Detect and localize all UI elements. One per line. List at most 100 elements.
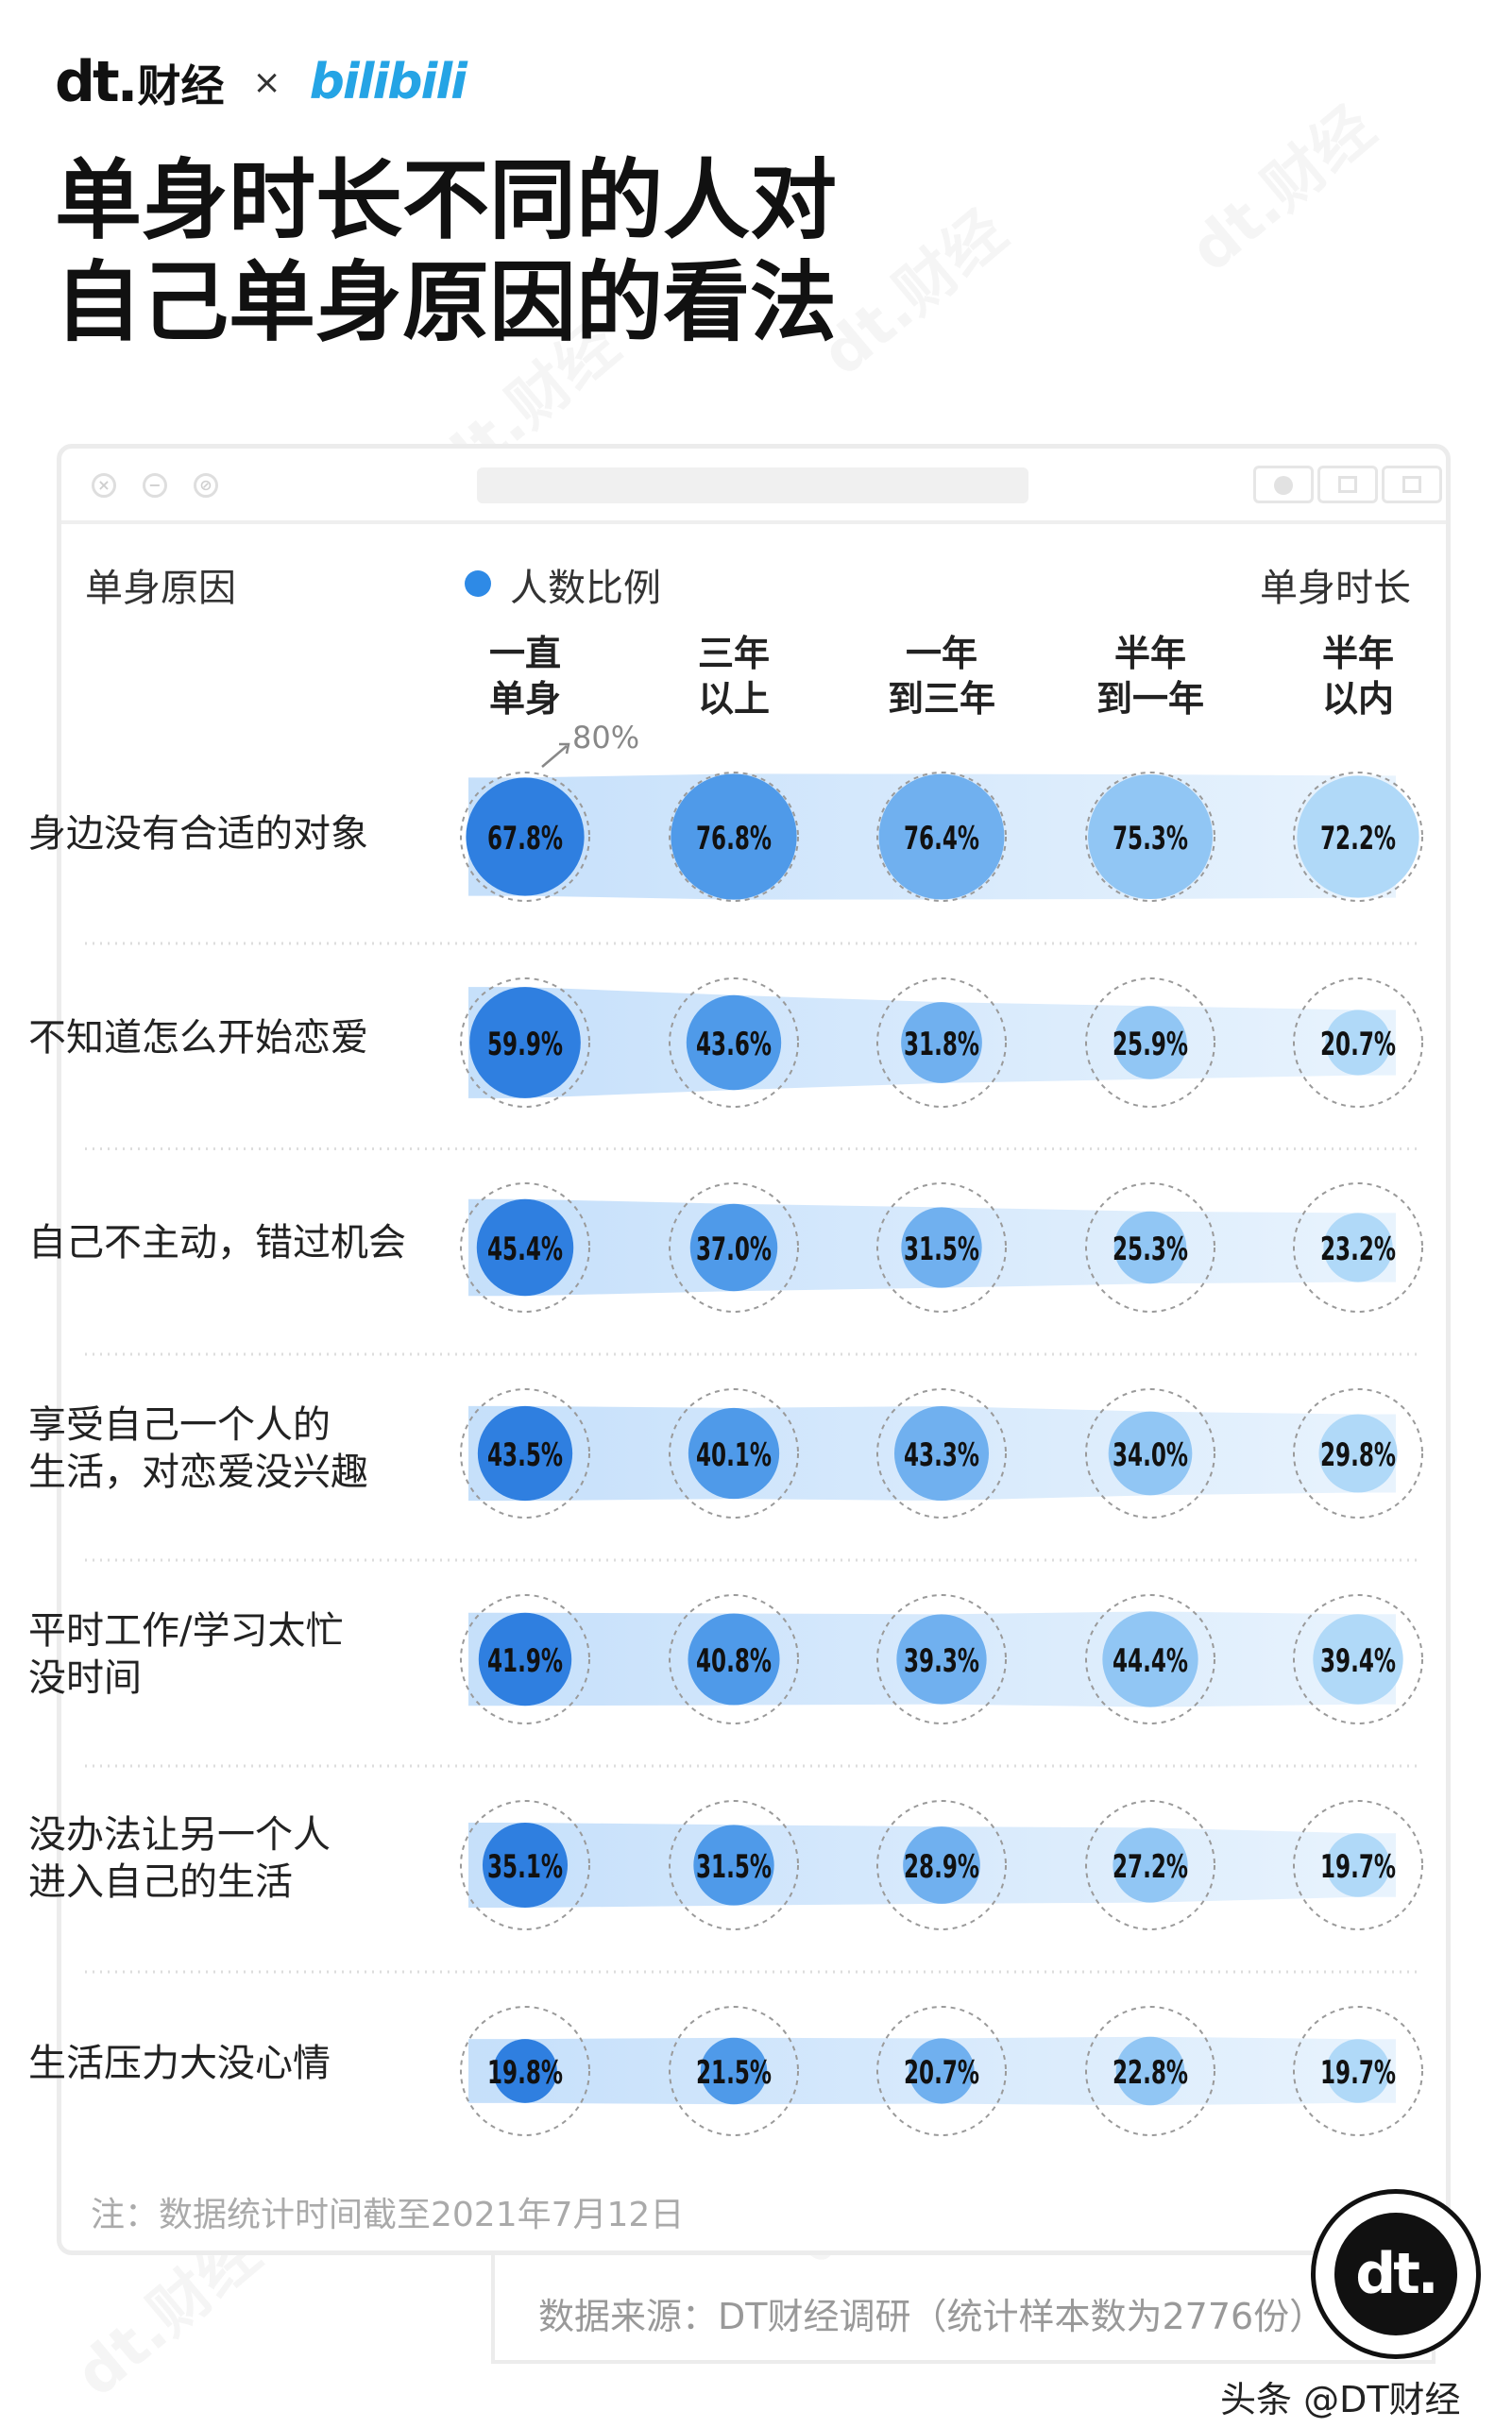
browser-window-frame: × − ⊘: [57, 444, 1451, 2255]
dt-badge-mark: dt.: [1334, 2213, 1457, 2335]
data-label: 22.8%: [1113, 2054, 1188, 2092]
data-bubble: [1297, 775, 1419, 898]
legend-dot-icon: [465, 570, 491, 597]
data-bubble: [1318, 1414, 1398, 1493]
data-label: 31.5%: [696, 1848, 772, 1886]
data-label: 20.7%: [904, 2054, 979, 2092]
data-label: 40.1%: [696, 1436, 772, 1474]
data-bubble: [477, 1405, 573, 1502]
footnote: 注：数据统计时间截至2021年7月12日: [91, 2196, 685, 2234]
row-label: 享受自己一个人的 生活，对恋爱没兴趣: [28, 1403, 368, 1494]
copy-icon: [1382, 466, 1442, 503]
reference-circle: [460, 1594, 590, 1724]
data-label: 20.7%: [1320, 1026, 1396, 1063]
data-label: 44.4%: [1113, 1642, 1188, 1680]
data-label: 19.8%: [487, 2054, 563, 2092]
data-label: 45.4%: [487, 1231, 563, 1268]
reference-circle: [460, 1800, 590, 1930]
reference-circle: [876, 1182, 1007, 1313]
minimize-icon: −: [143, 473, 167, 498]
data-label: 35.1%: [487, 1848, 563, 1886]
data-bubble: [1102, 1611, 1198, 1707]
address-bar: [477, 467, 1028, 503]
reference-circle: [876, 2006, 1007, 2136]
data-label: 34.0%: [1113, 1436, 1188, 1474]
reference-circle: [876, 1388, 1007, 1519]
reference-circle: [1085, 1388, 1215, 1519]
reference-circle: [876, 977, 1007, 1108]
reference-circle: [876, 1594, 1007, 1724]
data-bubble: [693, 1825, 774, 1906]
data-label: 67.8%: [487, 820, 563, 857]
column-header: 三年 以上: [697, 633, 770, 720]
reference-circle: [1293, 1594, 1423, 1724]
data-bubble: [1326, 1833, 1390, 1897]
reference-circle: [460, 1388, 590, 1519]
column-header: 半年 以内: [1321, 633, 1394, 720]
data-label: 59.9%: [487, 1026, 563, 1063]
data-bubble: [1108, 1411, 1193, 1496]
data-label: 75.3%: [1113, 820, 1188, 857]
data-bubble: [478, 1612, 572, 1706]
data-bubble: [903, 1826, 980, 1904]
data-label: 39.4%: [1320, 1642, 1396, 1680]
reference-circle: [669, 1388, 799, 1519]
data-label: 23.2%: [1320, 1231, 1396, 1268]
reference-circle: [1085, 772, 1215, 902]
data-bubble: [686, 994, 782, 1091]
data-bubble: [476, 1198, 574, 1297]
data-bubble: [878, 773, 1005, 900]
reference-circle: [669, 2006, 799, 2136]
data-bubble: [901, 1002, 982, 1083]
row-label: 生活压力大没心情: [28, 2042, 331, 2085]
data-bubble: [896, 1614, 987, 1705]
data-label: 28.9%: [904, 1848, 979, 1886]
scale-arrow-icon: [541, 745, 568, 768]
share-icon: [1317, 466, 1378, 503]
data-label: 29.8%: [1320, 1436, 1396, 1474]
data-bubble: [671, 773, 797, 900]
reference-circle: [669, 772, 799, 902]
data-label: 72.2%: [1320, 820, 1396, 857]
reference-circle: [1085, 1800, 1215, 1930]
row-label: 平时工作/学习太忙 没时间: [28, 1609, 344, 1700]
data-bubble: [688, 1613, 780, 1706]
data-source: 数据来源：DT财经调研（统计样本数为2776份）: [538, 2296, 1326, 2337]
reference-circle: [1293, 2006, 1423, 2136]
dt-logo-text: 财经: [137, 60, 225, 111]
data-label: 37.0%: [696, 1231, 772, 1268]
data-bubble: [1088, 774, 1213, 899]
reference-circle: [1293, 772, 1423, 902]
data-bubble: [1113, 1211, 1187, 1284]
column-axis-label: 单身时长: [1260, 567, 1411, 610]
reference-circle: [876, 772, 1007, 902]
scale-arrow-head-icon: [559, 742, 570, 755]
data-bubble: [893, 1405, 990, 1502]
data-label: 39.3%: [904, 1642, 979, 1680]
data-label: 41.9%: [487, 1642, 563, 1680]
reference-circle: [460, 1182, 590, 1313]
data-label: 31.8%: [904, 1026, 979, 1063]
reference-circle: [876, 1800, 1007, 1930]
data-bubble: [1326, 2039, 1390, 2103]
row-label: 自己不主动，错过机会: [28, 1221, 406, 1265]
reference-circle: [669, 1800, 799, 1930]
data-label: 76.8%: [696, 820, 772, 857]
dt-finance-logo: dt. 财经: [55, 49, 224, 115]
data-label: 43.5%: [487, 1436, 563, 1474]
data-label: 19.7%: [1320, 1848, 1396, 1886]
reference-circle: [1085, 1182, 1215, 1313]
reference-circle: [669, 1594, 799, 1724]
data-bubble: [689, 1203, 778, 1292]
column-header: 半年 到一年: [1096, 633, 1204, 720]
reference-circle: [669, 977, 799, 1108]
row-label: 身边没有合适的对象: [28, 812, 368, 856]
data-bubble: [1115, 2036, 1185, 2106]
data-label: 43.3%: [904, 1436, 979, 1474]
reference-circle: [1293, 1182, 1423, 1313]
dt-logo-mark: dt.: [55, 49, 138, 115]
data-label: 19.7%: [1320, 2054, 1396, 2092]
column-header: 一直 单身: [488, 633, 561, 720]
data-bubble: [1113, 1006, 1187, 1079]
